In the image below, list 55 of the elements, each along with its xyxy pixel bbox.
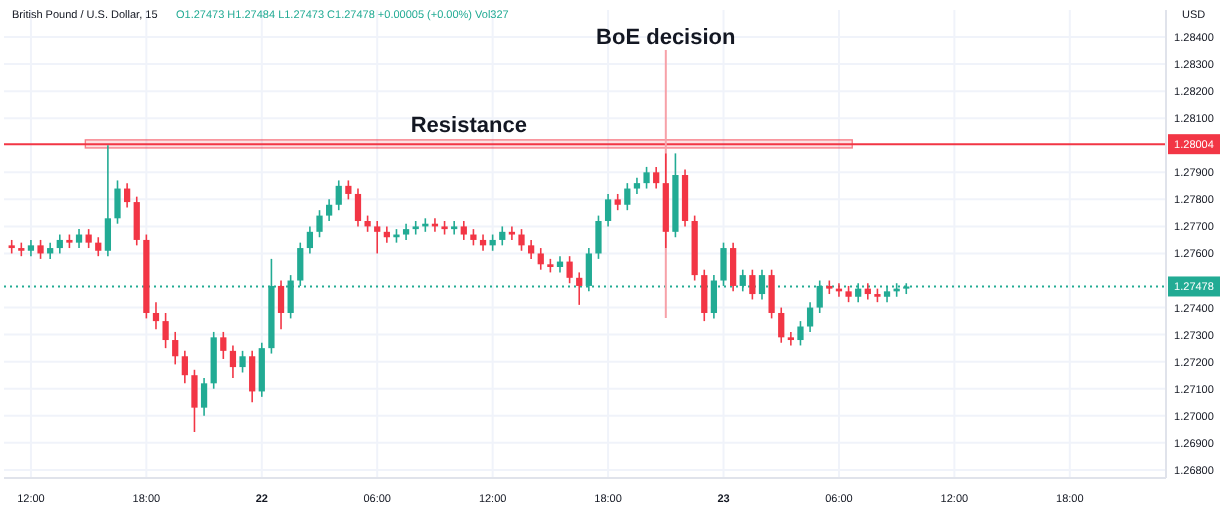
candlestick — [162, 312, 169, 349]
candlestick — [95, 236, 102, 257]
candlestick — [499, 225, 506, 247]
candlestick — [152, 301, 160, 331]
candlestick — [806, 301, 814, 333]
candlestick — [239, 350, 246, 374]
candlestick — [316, 209, 323, 239]
candlestick — [643, 166, 650, 190]
candlestick — [451, 220, 458, 236]
candlestick — [537, 247, 544, 271]
candlestick — [104, 144, 112, 257]
candlestick — [200, 377, 208, 417]
candlestick — [797, 320, 804, 347]
candlestick — [306, 225, 314, 255]
candlestick — [604, 193, 612, 228]
candlestick — [124, 182, 131, 209]
candlestick — [335, 179, 342, 211]
candlestick — [374, 220, 381, 255]
candlestick — [220, 331, 227, 360]
candlestick — [460, 220, 467, 241]
candlestick — [778, 306, 785, 344]
candlestick — [624, 182, 631, 211]
candlestick — [595, 214, 602, 260]
candlestick — [258, 341, 265, 398]
candlestick — [133, 195, 140, 247]
candlestick — [730, 241, 737, 293]
ref-line-label: BoE decision — [596, 26, 737, 50]
candlestick — [768, 268, 775, 320]
candlestick — [566, 255, 573, 285]
candlestick — [653, 166, 660, 190]
candlestick — [412, 220, 419, 236]
candlestick — [787, 331, 794, 347]
candlestick — [576, 271, 583, 306]
band-label: Resistance — [410, 113, 527, 138]
candlestick — [191, 368, 198, 433]
candlestick — [681, 168, 689, 228]
candlestick — [528, 239, 535, 260]
candlestick — [210, 331, 217, 390]
candlestick — [114, 179, 121, 225]
candlestick — [56, 233, 63, 255]
candlestick — [172, 331, 179, 366]
candlestick — [508, 225, 516, 241]
candlestick — [85, 228, 92, 249]
candlestick — [749, 268, 756, 301]
candlestick — [181, 350, 188, 385]
candlestick — [37, 239, 44, 260]
candlestick — [518, 228, 525, 252]
candlestick — [326, 198, 333, 222]
candlestick — [249, 350, 256, 404]
candlestick — [701, 268, 708, 322]
candlestick — [354, 187, 362, 228]
candlestick — [277, 279, 285, 331]
candlestick — [75, 228, 83, 249]
candlestick — [345, 179, 352, 201]
candlestick — [229, 344, 237, 379]
